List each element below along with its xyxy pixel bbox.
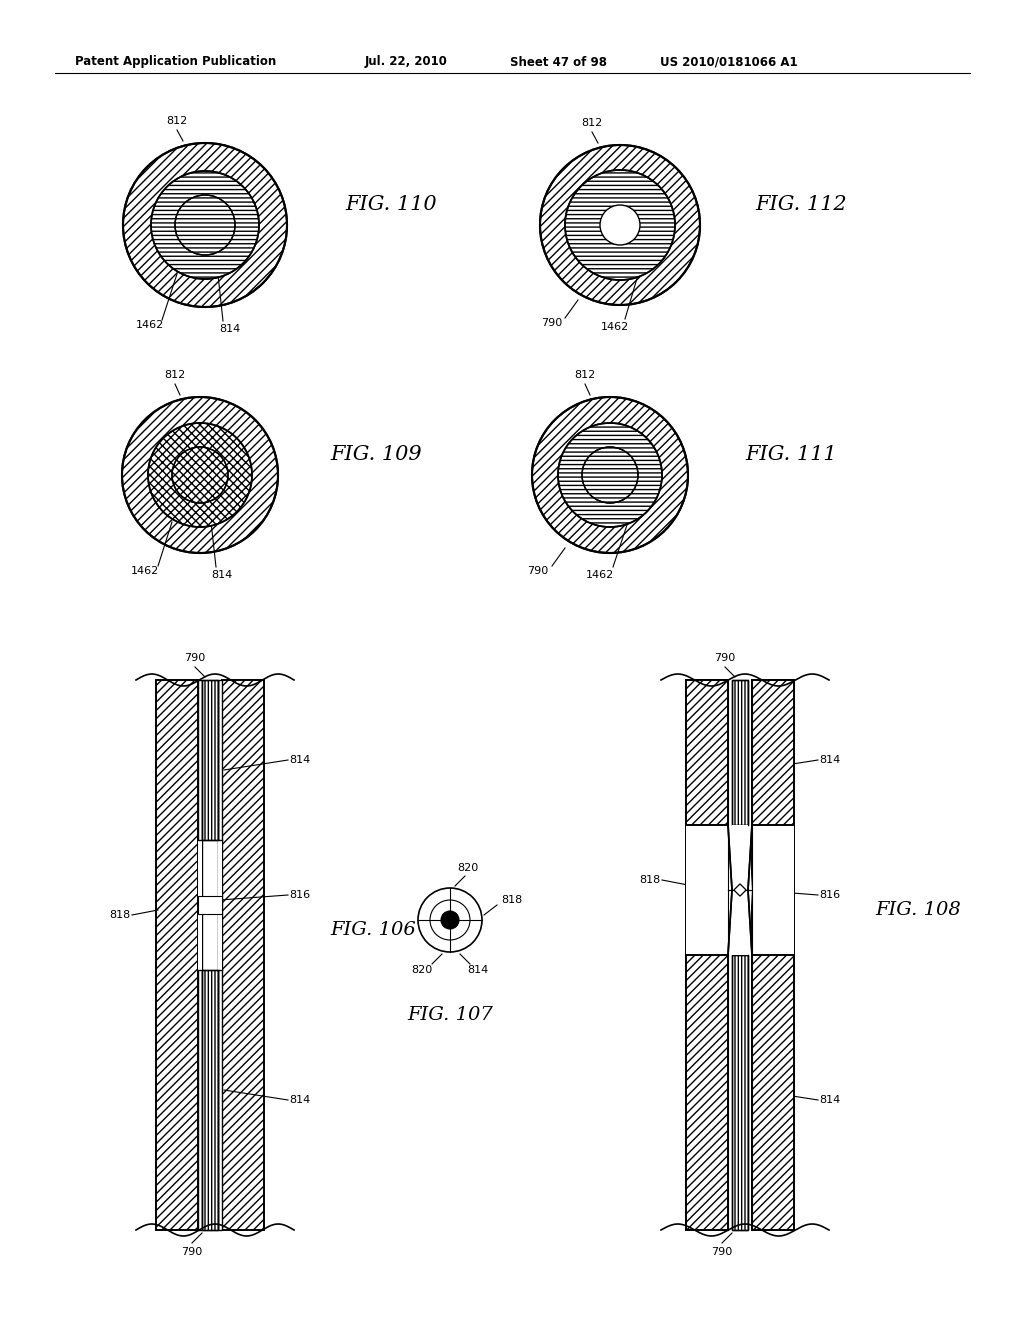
- Bar: [202, 680, 218, 840]
- Ellipse shape: [430, 900, 470, 940]
- Polygon shape: [728, 825, 752, 890]
- Text: 814: 814: [467, 965, 488, 975]
- Bar: [732, 954, 748, 1230]
- Bar: [198, 896, 222, 913]
- Text: 814: 814: [219, 323, 241, 334]
- Bar: [686, 680, 728, 825]
- Ellipse shape: [558, 422, 662, 527]
- Text: Patent Application Publication: Patent Application Publication: [75, 55, 276, 69]
- Bar: [198, 840, 202, 970]
- Bar: [752, 954, 794, 1230]
- Bar: [732, 680, 748, 825]
- Bar: [202, 970, 218, 1230]
- Bar: [752, 680, 794, 1230]
- Text: 816: 816: [819, 890, 840, 900]
- Bar: [156, 680, 198, 1230]
- Text: 790: 790: [715, 653, 735, 663]
- Text: FIG. 109: FIG. 109: [330, 445, 422, 465]
- Ellipse shape: [600, 205, 640, 246]
- Text: 812: 812: [574, 370, 596, 380]
- Text: Jul. 22, 2010: Jul. 22, 2010: [365, 55, 447, 69]
- Text: 790: 790: [542, 318, 562, 327]
- Text: 812: 812: [166, 116, 187, 125]
- Text: 1462: 1462: [136, 319, 164, 330]
- Text: FIG. 107: FIG. 107: [408, 1006, 493, 1024]
- Ellipse shape: [151, 172, 259, 279]
- Bar: [732, 954, 748, 1230]
- Text: 812: 812: [582, 117, 603, 128]
- Text: US 2010/0181066 A1: US 2010/0181066 A1: [660, 55, 798, 69]
- Bar: [156, 680, 198, 1230]
- Bar: [218, 840, 222, 970]
- Polygon shape: [728, 890, 752, 954]
- Bar: [222, 680, 264, 1230]
- Bar: [732, 680, 748, 825]
- Text: FIG. 108: FIG. 108: [874, 902, 961, 919]
- Ellipse shape: [148, 422, 252, 527]
- Bar: [752, 680, 794, 1230]
- Polygon shape: [734, 884, 746, 896]
- Bar: [218, 680, 222, 1230]
- Ellipse shape: [441, 911, 459, 929]
- Bar: [752, 954, 794, 1230]
- Bar: [686, 680, 728, 1230]
- Text: 790: 790: [184, 653, 206, 663]
- Text: FIG. 106: FIG. 106: [330, 921, 416, 939]
- Bar: [752, 680, 794, 825]
- Text: 820: 820: [412, 965, 432, 975]
- Ellipse shape: [123, 143, 287, 308]
- Text: 814: 814: [289, 755, 310, 766]
- Text: FIG. 112: FIG. 112: [755, 195, 847, 214]
- Text: 814: 814: [211, 570, 232, 579]
- Bar: [198, 680, 202, 1230]
- Text: Sheet 47 of 98: Sheet 47 of 98: [510, 55, 607, 69]
- Bar: [686, 954, 728, 1230]
- Ellipse shape: [172, 447, 228, 503]
- Bar: [686, 825, 728, 954]
- Text: 814: 814: [819, 755, 841, 766]
- Text: FIG. 111: FIG. 111: [745, 445, 837, 465]
- Text: 814: 814: [289, 1096, 310, 1105]
- Text: 820: 820: [458, 863, 478, 873]
- Text: 790: 790: [181, 1247, 203, 1257]
- Text: FIG. 110: FIG. 110: [345, 195, 436, 214]
- Bar: [752, 680, 794, 825]
- Bar: [686, 954, 728, 1230]
- Text: 1462: 1462: [601, 322, 629, 333]
- Bar: [202, 970, 218, 1230]
- Bar: [686, 680, 728, 825]
- Ellipse shape: [582, 447, 638, 503]
- Text: 814: 814: [819, 1096, 841, 1105]
- Text: 790: 790: [712, 1247, 732, 1257]
- Polygon shape: [734, 884, 746, 896]
- Bar: [686, 680, 728, 1230]
- Text: 790: 790: [527, 566, 549, 576]
- Bar: [222, 680, 264, 1230]
- Text: 818: 818: [502, 895, 522, 906]
- Text: 1462: 1462: [586, 570, 614, 579]
- Text: 812: 812: [165, 370, 185, 380]
- Text: 816: 816: [289, 890, 310, 900]
- Text: 818: 818: [110, 909, 131, 920]
- Text: 818: 818: [640, 875, 662, 884]
- Text: 1462: 1462: [131, 566, 159, 576]
- Ellipse shape: [175, 195, 234, 255]
- Ellipse shape: [532, 397, 688, 553]
- Bar: [202, 680, 218, 840]
- Ellipse shape: [122, 397, 278, 553]
- Ellipse shape: [418, 888, 482, 952]
- Bar: [752, 825, 794, 954]
- Ellipse shape: [540, 145, 700, 305]
- Ellipse shape: [565, 170, 675, 280]
